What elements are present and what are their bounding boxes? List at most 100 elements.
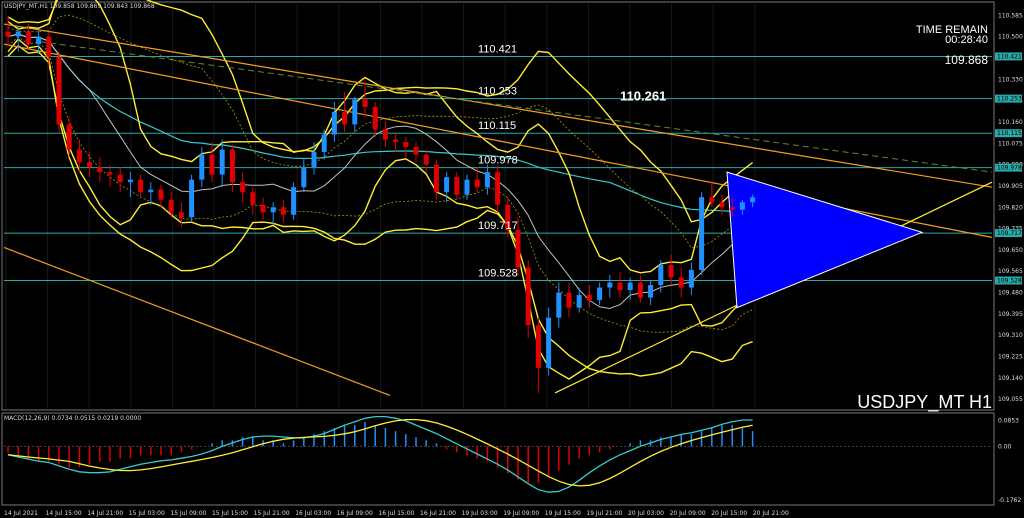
price-tick: 109.565: [998, 268, 1023, 275]
time-tick: 20 Jul 09:00: [670, 510, 706, 517]
time-tick: 16 Jul 09:00: [337, 510, 373, 517]
level-label: 109.717: [478, 220, 518, 232]
price-tick: 109.225: [998, 354, 1023, 361]
candles: [5, 16, 756, 393]
candle-body: [393, 139, 399, 143]
level-price-tag: [995, 276, 1022, 285]
price-tick: 110.075: [998, 140, 1023, 147]
price-tick: 109.905: [998, 183, 1023, 190]
time-tick: 20 Jul 03:00: [628, 510, 664, 517]
candle-body: [403, 142, 409, 148]
candle-body: [709, 197, 715, 203]
downtrend-line-upper: [3, 23, 993, 188]
price-tick: 109.395: [998, 311, 1023, 318]
price-tick: 109.480: [998, 290, 1023, 297]
bollinger-lower-inner: [7, 44, 754, 380]
price-tick: 109.650: [998, 247, 1023, 254]
candle-body: [525, 267, 531, 326]
candle-body: [301, 167, 307, 188]
candle-body: [199, 154, 205, 180]
candle-body: [505, 204, 511, 230]
candle-body: [678, 277, 684, 288]
time-tick: 16 Jul 03:00: [295, 510, 331, 517]
candle-body: [433, 164, 439, 193]
candle-body: [699, 197, 705, 270]
candle-body: [229, 149, 235, 183]
candle-body: [495, 172, 501, 205]
time-tick: 14 Jul 21:00: [87, 510, 123, 517]
candle-body: [739, 202, 745, 210]
time-tick: 15 Jul 21:00: [254, 510, 290, 517]
candle-body: [97, 167, 103, 173]
candle-body: [178, 212, 184, 218]
candle-body: [76, 149, 82, 163]
band-dotted-lower: [7, 36, 753, 333]
candle-body: [637, 282, 643, 298]
candle-body: [607, 282, 613, 288]
time-tick: 19 Jul 21:00: [586, 510, 622, 517]
candle-body: [311, 152, 317, 168]
symbol-timeframe-label: USDJPY_MT H1: [857, 392, 992, 413]
candle-body: [331, 111, 337, 135]
candle-body: [372, 106, 378, 130]
candle-body: [413, 147, 419, 155]
price-tick: 109.140: [998, 375, 1023, 382]
moving-average-long: [7, 33, 753, 213]
time-tick: 19 Jul 09:00: [503, 510, 539, 517]
macd-tick: -0.1762: [998, 497, 1021, 504]
bollinger-lower-outer: [7, 38, 753, 377]
candle-body: [280, 207, 286, 215]
candle-body: [270, 207, 276, 213]
level-price-tag: [995, 129, 1022, 138]
candle-body: [474, 179, 480, 188]
price-axis: 110.585110.500110.415110.330110.245110.1…: [995, 12, 1023, 403]
macd-axis: 0.0853 0.00 -0.1762: [998, 417, 1021, 503]
time-tick: 14 Jul 2021: [4, 510, 38, 517]
level-price-tag-text: 110.253: [997, 96, 1022, 103]
candle-body: [148, 189, 154, 193]
candle-body: [688, 269, 694, 288]
candle-body: [423, 154, 429, 165]
candle-body: [668, 264, 674, 278]
time-tick: 16 Jul 15:00: [378, 510, 414, 517]
candle-body: [219, 149, 225, 175]
time-tick: 16 Jul 21:00: [420, 510, 456, 517]
level-label: 109.978: [478, 155, 518, 167]
candle-body: [576, 295, 582, 308]
candle-body: [586, 295, 592, 301]
price-tick: 109.820: [998, 204, 1023, 211]
candle-body: [546, 317, 552, 368]
candle-body: [107, 172, 113, 175]
time-tick: 20 Jul 15:00: [711, 510, 747, 517]
price-tick: 110.585: [998, 12, 1023, 19]
candle-body: [260, 204, 266, 213]
candle-body: [127, 179, 133, 183]
candle-body: [240, 182, 246, 193]
candle-body: [617, 282, 623, 291]
level-price-tag: [995, 163, 1022, 172]
level-price-tag-text: 110.115: [997, 130, 1022, 137]
candle-body: [382, 129, 388, 140]
highlight-level-label: 110.261: [620, 89, 666, 104]
time-tick: 15 Jul 03:00: [129, 510, 165, 517]
candle-body: [566, 292, 572, 308]
price-tick: 109.055: [998, 396, 1023, 403]
macd-tick: 0.00: [998, 443, 1012, 450]
candle-body: [648, 285, 654, 298]
price-tick: 110.160: [998, 119, 1023, 126]
candle-body: [556, 292, 562, 318]
candle-body: [5, 31, 11, 37]
macd-tick: 0.0853: [998, 417, 1019, 424]
candle-body: [719, 202, 725, 208]
time-tick: 20 Jul 21:00: [753, 510, 789, 517]
candle-body: [25, 31, 31, 45]
time-tick: 14 Jul 15:00: [46, 510, 82, 517]
candle-body: [15, 31, 21, 37]
candle-body: [250, 192, 256, 205]
candle-body: [597, 287, 603, 301]
symmetrical-triangle[interactable]: [726, 171, 924, 309]
candle-body: [515, 229, 521, 268]
time-remain-label: TIME REMAIN: [916, 24, 988, 36]
candle-body: [444, 177, 450, 193]
